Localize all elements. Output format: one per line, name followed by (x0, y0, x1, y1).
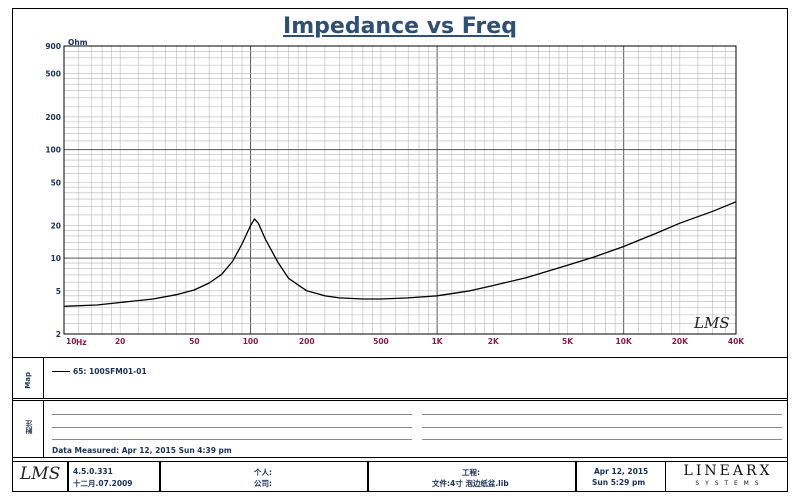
chart-title: Impedance vs Freq (283, 14, 517, 39)
footer-version: 4.5.0.331 (73, 467, 113, 476)
footer-version-date: 十二月.07.2009 (73, 479, 133, 488)
legend-entry: 65: 100SFM01-01 (73, 367, 147, 376)
notes-side-label: 附注 (25, 420, 33, 434)
x-unit-label: Hz (76, 338, 87, 347)
y-unit-label: Ohm (68, 38, 88, 47)
footer-person-box (160, 461, 368, 492)
x-tick-label: 10 (66, 337, 76, 346)
x-tick-label: 50 (189, 337, 199, 346)
data-measured: Data Measured: Apr 12, 2015 Sun 4:39 pm (52, 446, 232, 455)
x-tick-label: 20 (115, 337, 125, 346)
brand-logo: LINEARX (683, 463, 773, 479)
footer-date: Apr 12, 2015 (594, 467, 649, 476)
footer-date-box (576, 461, 666, 492)
note-line (422, 427, 782, 428)
y-tick-label: 200 (45, 113, 61, 122)
x-tick-label: 100 (243, 337, 259, 346)
footer-file: 文件:4寸 泡边纸盆.lib (432, 479, 509, 488)
x-tick-label: 20K (672, 337, 689, 346)
y-tick-label: 10 (51, 254, 61, 263)
y-tick-label: 500 (45, 70, 61, 79)
x-tick-label: 10K (616, 337, 633, 346)
plot-border (63, 45, 737, 335)
x-tick-label: 200 (299, 337, 315, 346)
impedance-series-line (63, 201, 737, 307)
note-line (52, 439, 412, 440)
legend-side (12, 357, 44, 399)
legend-panel (12, 357, 788, 399)
note-line (52, 414, 412, 415)
brand-subtitle: S Y S T E M S (695, 480, 761, 487)
footer-company: 公司: (254, 479, 272, 488)
x-tick-label: 5K (562, 337, 574, 346)
x-tick-label: 500 (373, 337, 389, 346)
y-tick-label: 900 (45, 42, 61, 51)
footer-person: 个人: (254, 468, 272, 477)
notes-side (12, 400, 44, 458)
note-line (422, 439, 782, 440)
y-tick-label: 2 (56, 330, 61, 339)
legend-swatch (52, 371, 70, 372)
footer-project: 工程: (462, 468, 480, 477)
note-line (52, 427, 412, 428)
lms-watermark: LMS (694, 314, 730, 332)
footer-version-box (68, 461, 160, 492)
y-tick-label: 5 (56, 287, 61, 296)
footer-logo: LMS (20, 464, 61, 484)
x-tick-label: 1K (432, 337, 444, 346)
x-tick-label: 40K (728, 337, 745, 346)
footer-project-box (368, 461, 576, 492)
y-tick-label: 20 (51, 221, 61, 230)
legend-side-label: Map (24, 372, 32, 389)
notes-panel (12, 400, 788, 458)
footer-time: Sun 5:29 pm (592, 478, 646, 487)
y-tick-label: 100 (45, 146, 61, 155)
footer-logo-box (12, 461, 68, 492)
y-tick-label: 50 (51, 178, 61, 187)
note-line (422, 414, 782, 415)
x-tick-label: 2K (488, 337, 500, 346)
